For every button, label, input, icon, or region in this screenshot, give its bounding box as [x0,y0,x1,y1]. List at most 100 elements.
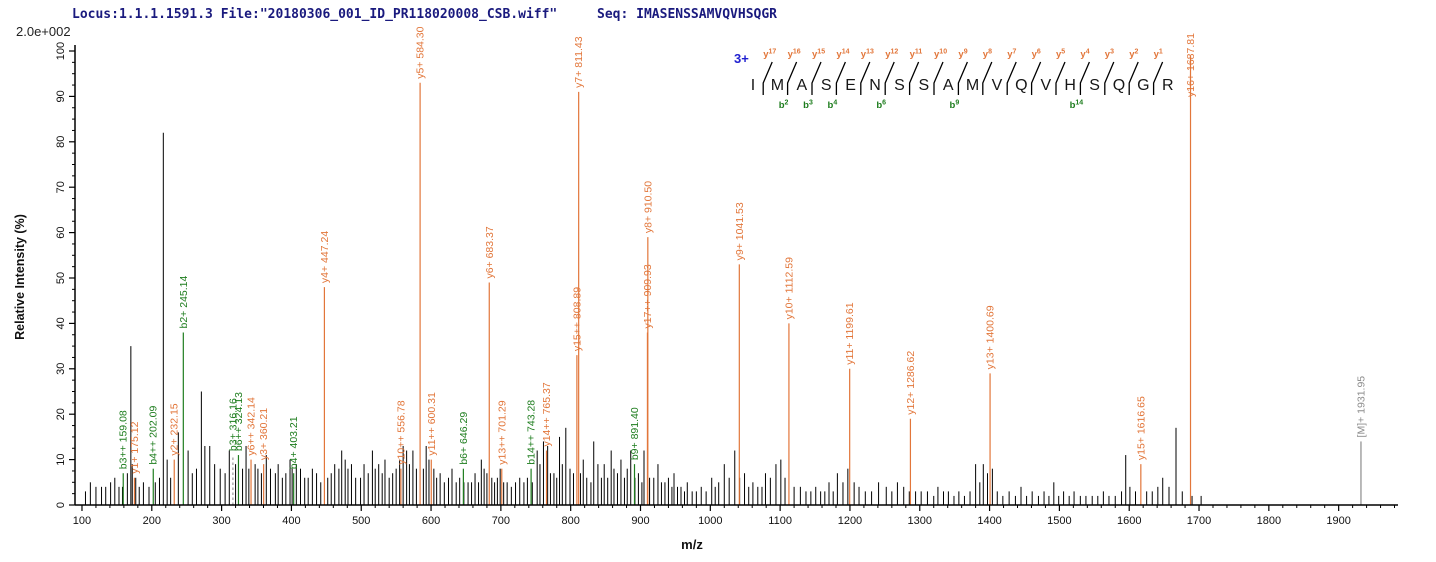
fragment-slash [811,61,822,95]
ion-peak-label: y15+ 1616.65 [1135,396,1147,460]
ion-peak-label: b4+ 403.21 [288,416,300,469]
x-tick-label: 300 [212,515,230,527]
fragment-slash [1079,61,1090,95]
ladder-y-ion-label: y5 [1056,49,1065,61]
fragment-slash [835,61,846,95]
ladder-b-ion-label: b14 [1070,100,1084,112]
ion-peak-label: y11++ 600.31 [426,392,438,456]
x-tick-label: 1300 [908,515,932,527]
y-tick-label: 90 [55,90,67,102]
ladder-residue: M [966,77,979,94]
x-tick-label: 1900 [1326,515,1350,527]
fragment-slash [762,61,773,95]
ion-peak-label: b6++ 324.13 [233,392,245,451]
ladder-y-ion-label: y9 [958,49,967,61]
ladder-residue: S [918,77,929,94]
fragment-slash [884,61,895,95]
ion-peak-label: y8+ 910.50 [642,181,654,233]
ion-peak-label: y9+ 1041.53 [734,202,746,260]
x-tick-label: 1600 [1117,515,1141,527]
y-tick-label: 10 [55,453,67,465]
ion-peak-label: b2+ 245.14 [178,275,190,328]
ladder-residue: E [845,77,856,94]
fragment-slash [1006,61,1017,95]
ion-peak-label: y13+ 1400.69 [985,305,997,369]
header-sequence: Seq: IMASENSSAMVQVHSQGR [597,7,777,22]
ladder-y-ion-label: y12 [885,49,898,61]
x-axis-title: m/z [681,537,703,552]
ladder-y-ion-label: y6 [1032,49,1041,61]
x-tick-label: 1500 [1047,515,1071,527]
ion-peak-label: y5+ 584.30 [415,26,427,78]
ladder-y-ion-label: y17 [763,49,776,61]
y-tick-label: 100 [55,42,67,60]
ion-peak-label: b6+ 646.29 [458,412,470,465]
ion-peak-label: b14++ 743.28 [526,400,538,465]
fragment-slash [1104,61,1115,95]
ladder-b-ion-label: b2 [779,100,789,112]
ladder-residue: R [1162,77,1174,94]
ladder-residue: S [821,77,832,94]
ladder-b-ion-label: b3 [803,100,813,112]
ladder-residue: V [992,77,1003,94]
ladder-residue: V [1040,77,1051,94]
peaks-layer [84,132,1202,505]
y-tick-label: 0 [55,502,67,508]
header-locus-file: Locus:1.1.1.1591.3 File:"20180306_001_ID… [72,7,557,22]
x-tick-label: 1000 [698,515,722,527]
ion-peak-label: y6++ 342.14 [246,397,258,456]
x-tick-label: 700 [492,515,510,527]
y-tick-label: 20 [55,408,67,420]
ion-peak-label: y13++ 701.29 [496,400,508,464]
ladder-y-ion-label: y13 [861,49,874,61]
ladder-y-ion-label: y11 [910,49,923,61]
ladder-residue: A [796,77,807,94]
ladder-residue: H [1064,77,1076,94]
ion-peak-label: y15++ 808.89 [571,287,583,351]
ladder-y-ion-label: y16 [788,49,801,61]
x-tick-label: 1800 [1257,515,1281,527]
y-tick-label: 50 [55,272,67,284]
ion-peak-label: y10+ 1112.59 [783,257,795,320]
y-axis-title: Relative Intensity (%) [13,214,27,340]
x-tick-label: 1700 [1187,515,1211,527]
ion-peak-label: y6+ 683.37 [484,226,496,278]
ladder-b-ion-label: b4 [828,100,838,112]
labeled-peaks-layer: b3++ 159.08 y1+ 175.12 b4++ 202.09 y2+ 232.… [118,26,1367,505]
y-tick-label: 40 [55,317,67,329]
fragment-slash [1055,61,1066,95]
fragment-slash [957,61,968,95]
ion-peak-label: y12+ 1286.62 [905,351,917,415]
ladder-y-ion-label: y4 [1080,49,1089,61]
x-tick-label: 200 [143,515,161,527]
ion-peak-label: y2+ 232.15 [169,403,181,455]
ion-peak-label: y10++ 556.78 [395,400,407,464]
ladder-residue: S [894,77,905,94]
x-tick-label: 900 [631,515,649,527]
ladder-residue: A [943,77,954,94]
ladder-y-ion-label: y1 [1154,49,1163,61]
y-tick-label: 70 [55,181,67,193]
ladder-b-ion-label: b6 [876,100,886,112]
precursor-charge: 3+ [734,51,749,66]
ion-peak-label: y1+ 175.12 [129,421,141,473]
ladder-y-ion-label: y10 [934,49,947,61]
ion-peak-label: [M]+ 1931.95 [1355,376,1367,438]
fragment-slash [1030,61,1042,95]
y-axis-scale-note: 2.0e+002 [16,24,71,39]
fragment-slash [1128,61,1139,95]
x-tick-label: 1400 [977,515,1001,527]
ladder-residue: Q [1113,77,1125,94]
ion-peak-label: y3+ 360.21 [258,408,270,460]
ion-peak-label: y14++ 765.37 [541,382,553,446]
ladder-residue: S [1089,77,1100,94]
fragment-slash [908,61,920,95]
ion-peak-label: b9+ 891.40 [629,407,641,460]
x-tick-label: 400 [282,515,300,527]
ladder-y-ion-label: y8 [983,49,992,61]
ladder-residue: M [771,77,784,94]
ion-peak-label: b3++ 159.08 [118,410,130,469]
fragment-slash [933,61,944,95]
